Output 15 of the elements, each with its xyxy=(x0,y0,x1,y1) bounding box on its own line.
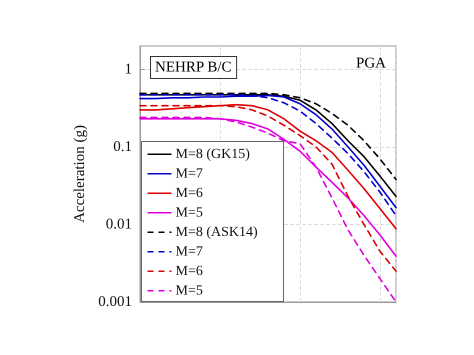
legend-label: M=8 (GK15) xyxy=(176,146,250,162)
legend-label: M=7 xyxy=(176,166,203,182)
y-axis-title: Acceleration (g) xyxy=(72,125,88,223)
y-tick-label: 0.01 xyxy=(106,216,132,232)
legend-label: M=6 xyxy=(176,186,203,201)
y-tick-label: 1 xyxy=(124,61,132,78)
legend-label: M=5 xyxy=(176,283,203,298)
y-tick-label: 0.001 xyxy=(98,294,132,310)
annotation: PGA xyxy=(356,56,386,72)
legend-label: M=5 xyxy=(176,205,203,220)
legend-label: M=7 xyxy=(176,244,203,260)
y-tick-label: 0.1 xyxy=(113,138,132,155)
annotation: NEHRP B/C xyxy=(155,60,232,76)
legend-label: M=8 (ASK14) xyxy=(176,224,258,240)
legend-label: M=6 xyxy=(176,264,203,279)
